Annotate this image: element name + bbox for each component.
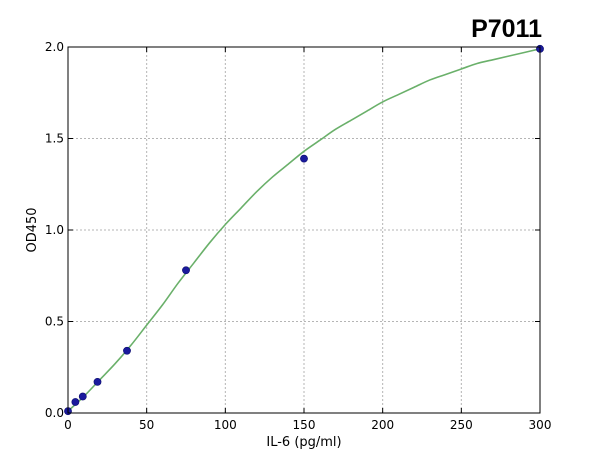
y-tick-label: 2.0 bbox=[45, 40, 64, 54]
data-points-layer bbox=[64, 44, 544, 416]
x-tick-label: 100 bbox=[214, 418, 237, 432]
data-point bbox=[300, 154, 308, 163]
y-axis-label: OD450 bbox=[25, 207, 40, 252]
x-tick-label: 150 bbox=[293, 418, 316, 432]
y-tick-label: 0.0 bbox=[45, 406, 64, 420]
x-tick-labels: 0 50 100 150 200 250 300 bbox=[64, 418, 551, 432]
x-tick-label: 50 bbox=[139, 418, 154, 432]
y-tick-label: 1.5 bbox=[45, 132, 64, 146]
data-point bbox=[182, 266, 190, 275]
grid bbox=[68, 47, 540, 413]
x-tick-label: 0 bbox=[64, 418, 72, 432]
y-tick-label: 0.5 bbox=[45, 315, 64, 329]
y-tick-labels: 0.0 0.5 1.0 1.5 2.0 bbox=[45, 40, 64, 420]
x-tick-label: 250 bbox=[450, 418, 473, 432]
x-axis-label: IL-6 (pg/ml) bbox=[266, 435, 341, 450]
fit-curve bbox=[67, 48, 541, 412]
y-tick-label: 1.0 bbox=[45, 223, 64, 237]
data-point bbox=[123, 346, 131, 355]
fit-curve-layer bbox=[67, 48, 541, 412]
data-point bbox=[71, 398, 80, 406]
ticks bbox=[67, 46, 541, 414]
x-tick-label: 300 bbox=[529, 418, 552, 432]
x-tick-label: 200 bbox=[371, 418, 394, 432]
data-point bbox=[78, 392, 87, 401]
data-point bbox=[93, 377, 102, 386]
chart-title: P7011 bbox=[471, 15, 542, 43]
